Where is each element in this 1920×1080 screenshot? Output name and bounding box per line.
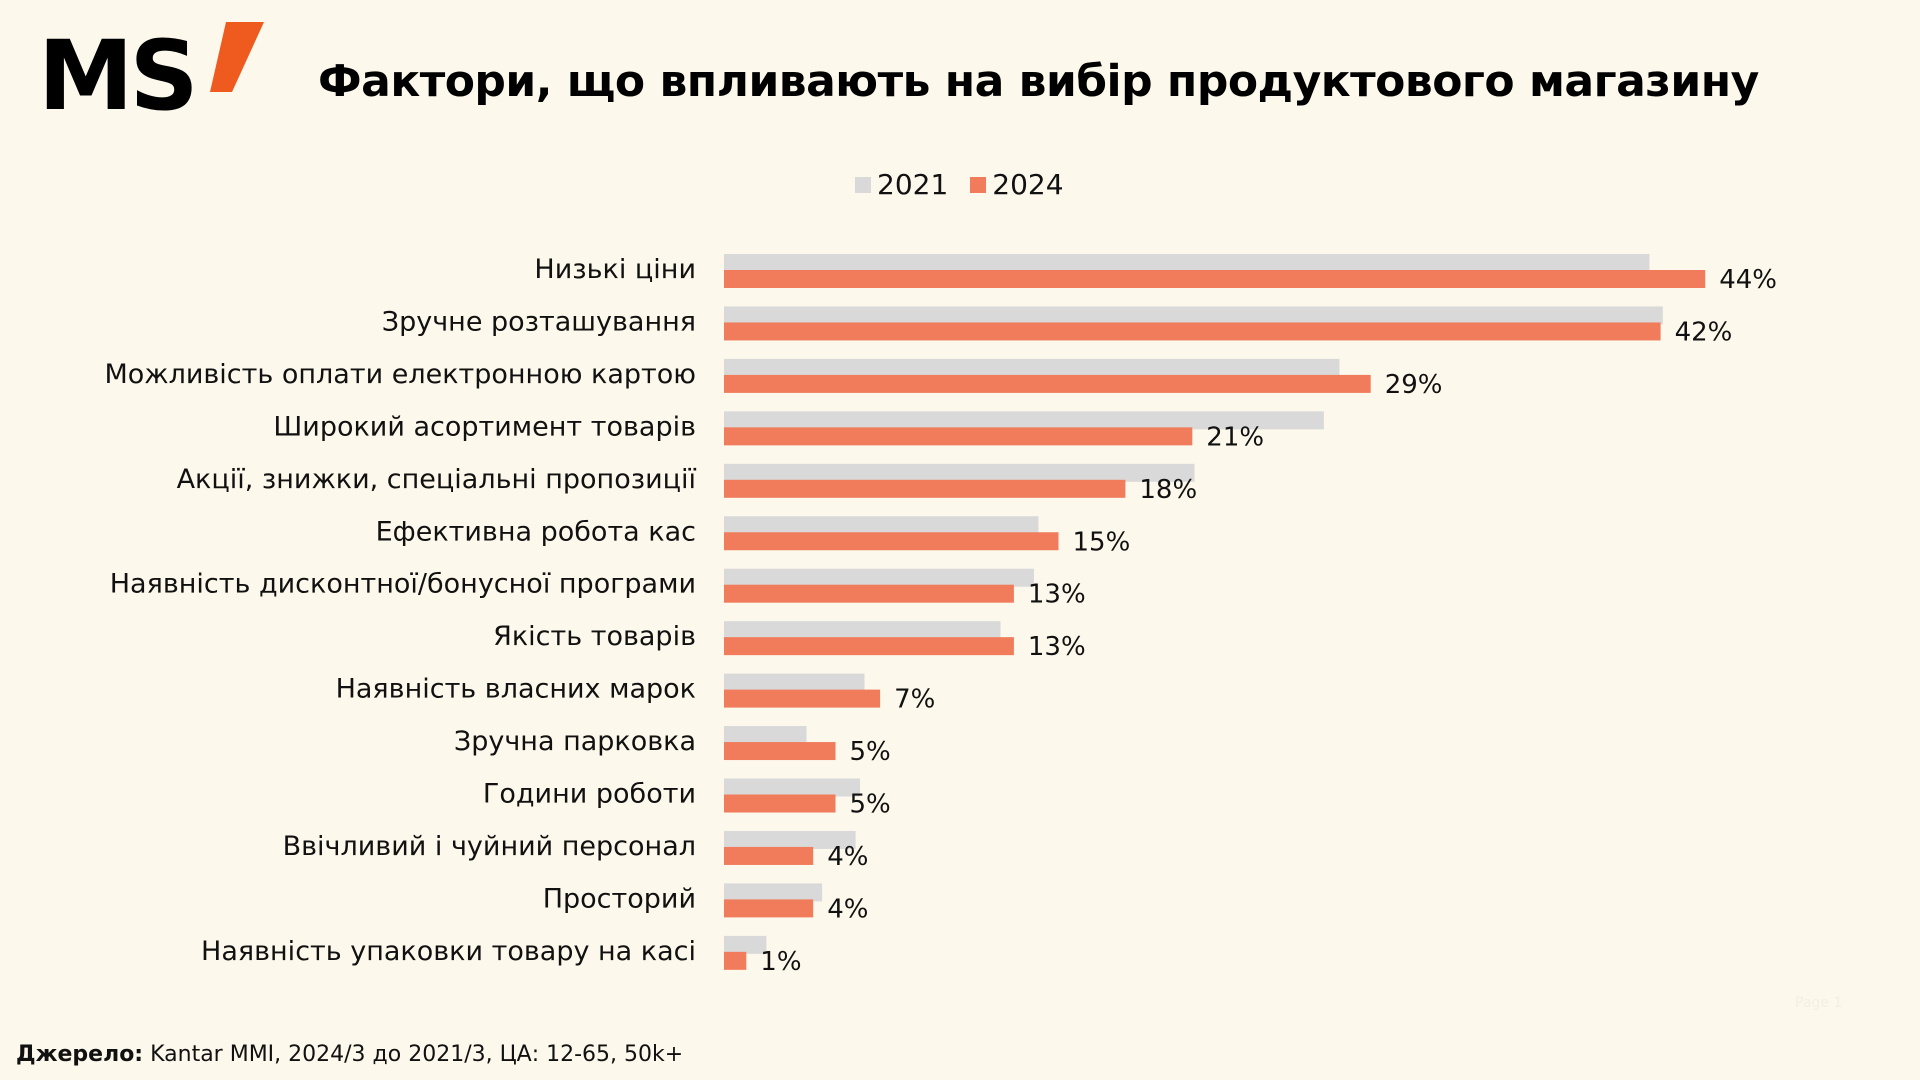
legend-label-2024: 2024	[992, 168, 1064, 201]
data-label-2024: 18%	[1139, 475, 1197, 505]
data-label-2024: 5%	[850, 737, 891, 767]
bar-2024-category-9	[724, 742, 836, 761]
category-label: Просторий	[543, 883, 696, 914]
bar-chart: Низькі ціни 44% Зручне розташування 42% Можл…	[104, 254, 1777, 977]
data-label-2024: 1%	[760, 947, 801, 977]
page-mark: Page 1	[1795, 995, 1843, 1011]
bar-2021-category-3	[724, 411, 1324, 430]
source-note: Джерело: Kantar MMI, 2024/3 до 2021/3, Ц…	[16, 1042, 683, 1067]
data-label-2024: 4%	[827, 894, 868, 924]
bar-2021-category-11	[724, 830, 856, 849]
page-title: Фактори, що впливають на вибір продуктов…	[318, 56, 1759, 107]
bar-2024-category-11	[724, 846, 814, 865]
data-label-2024: 29%	[1385, 370, 1443, 400]
data-label-2024: 5%	[850, 790, 891, 820]
bar-2021-category-5	[724, 516, 1039, 535]
legend-swatch-2021	[855, 176, 871, 193]
source-text: Kantar MMI, 2024/3 до 2021/3, ЦА: 12-65,…	[143, 1042, 684, 1067]
bar-2024-category-10	[724, 794, 836, 813]
bar-2024-category-0	[724, 270, 1706, 288]
legend-swatch-2024	[970, 176, 987, 193]
source-label: Джерело:	[16, 1042, 144, 1067]
bar-2024-category-13	[724, 951, 747, 970]
data-label-2024: 13%	[1028, 632, 1086, 662]
category-label: Низькі ціни	[534, 254, 696, 285]
legend-item-2021: 2021	[855, 168, 948, 201]
legend-item-2024: 2024	[970, 168, 1064, 201]
legend-label-2021: 2021	[877, 168, 949, 201]
category-label: Ефективна робота кас	[376, 516, 696, 547]
bar-2021-category-0	[724, 254, 1650, 272]
category-label: Якість товарів	[493, 621, 696, 652]
bar-2021-category-12	[724, 883, 823, 902]
category-label: Широкий асортимент товарів	[273, 411, 696, 442]
bar-2024-category-6	[724, 584, 1014, 603]
data-label-2024: 44%	[1719, 265, 1777, 295]
bar-2021-category-13	[724, 935, 767, 954]
bar-2021-category-1	[724, 306, 1663, 325]
bar-2024-category-8	[724, 689, 881, 708]
bar-2021-category-9	[724, 726, 807, 745]
category-label: Зручне розташування	[382, 306, 696, 337]
data-label-2024: 21%	[1206, 422, 1264, 452]
bar-2024-category-4	[724, 479, 1126, 498]
logo-apostrophe-mark	[210, 22, 264, 92]
category-label: Можливість оплати електронною картою	[104, 359, 696, 390]
bar-2024-category-7	[724, 637, 1014, 656]
bar-2021-category-10	[724, 778, 861, 797]
data-label-2024: 15%	[1073, 527, 1131, 557]
bar-2024-category-5	[724, 532, 1059, 551]
brand-logo: MS	[38, 22, 268, 132]
data-label-2024: 4%	[827, 842, 868, 872]
bar-2024-category-1	[724, 322, 1661, 341]
category-label: Зручна парковка	[454, 726, 696, 757]
bar-2024-category-3	[724, 427, 1193, 446]
category-label: Наявність дисконтної/бонусної програми	[110, 569, 696, 600]
data-label-2024: 13%	[1028, 580, 1086, 610]
bar-2024-category-12	[724, 899, 814, 918]
category-label: Наявність упаковки товару на касі	[201, 936, 696, 967]
data-label-2024: 42%	[1675, 317, 1733, 347]
bar-2021-category-2	[724, 358, 1340, 377]
bar-2021-category-4	[724, 463, 1195, 482]
bar-2021-category-8	[724, 673, 865, 692]
category-label: Наявність власних марок	[336, 674, 696, 705]
category-label: Ввічливий і чуйний персонал	[283, 831, 696, 862]
bar-2021-category-6	[724, 568, 1034, 587]
category-label: Акції, знижки, спеціальні пропозиції	[177, 464, 697, 495]
chart-legend: 2021 2024	[855, 168, 1086, 201]
logo-text: MS	[38, 20, 199, 132]
category-label: Години роботи	[483, 779, 696, 810]
bar-2024-category-2	[724, 374, 1371, 393]
data-label-2024: 7%	[894, 685, 935, 715]
bar-2021-category-7	[724, 621, 1001, 640]
